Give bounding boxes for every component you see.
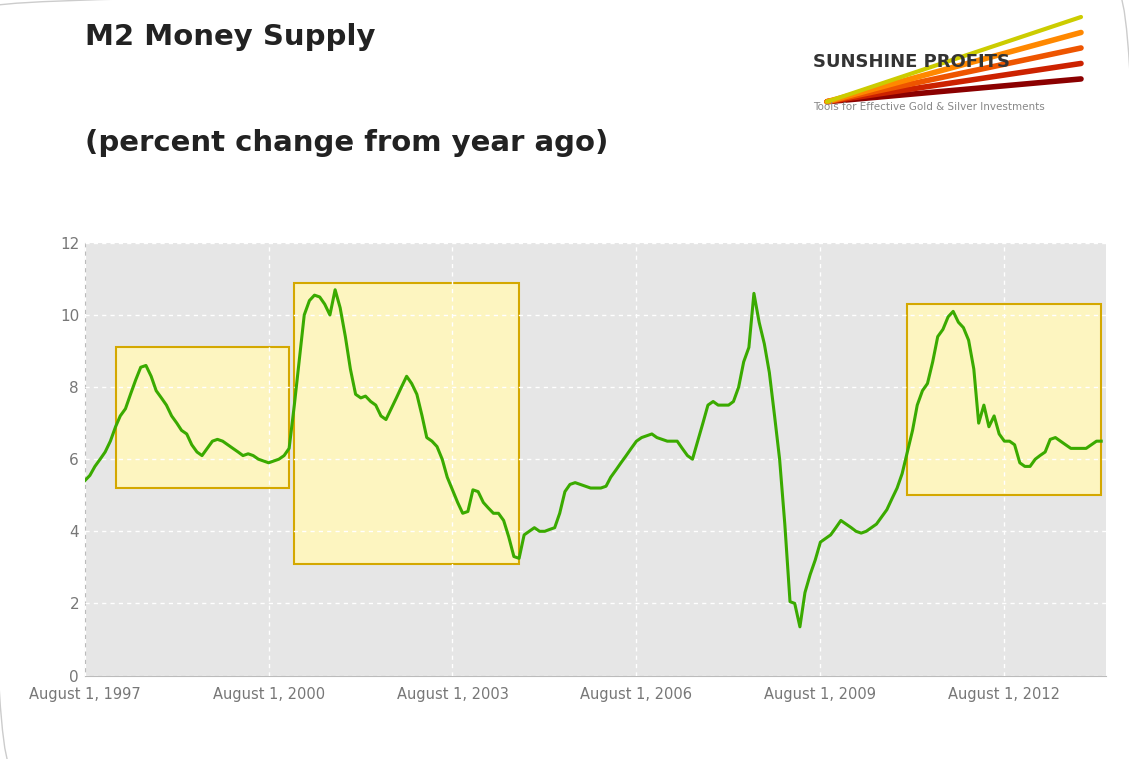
- Text: (percent change from year ago): (percent change from year ago): [85, 129, 609, 157]
- Text: SUNSHINE PROFITS: SUNSHINE PROFITS: [813, 53, 1009, 71]
- Text: M2 Money Supply: M2 Money Supply: [85, 23, 375, 51]
- Bar: [115, 348, 289, 488]
- Bar: [908, 304, 1101, 495]
- Bar: [295, 282, 519, 564]
- Text: Tools for Effective Gold & Silver Investments: Tools for Effective Gold & Silver Invest…: [813, 102, 1044, 112]
